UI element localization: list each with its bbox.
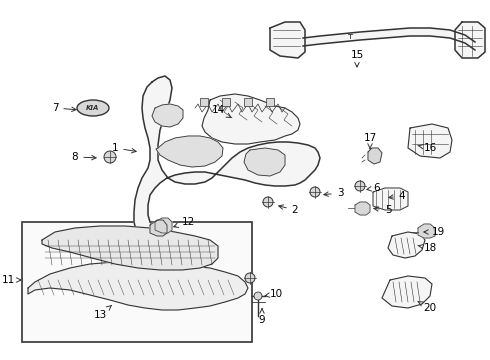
Bar [222, 98, 230, 106]
Polygon shape [382, 276, 432, 308]
Text: 18: 18 [418, 243, 437, 253]
Polygon shape [388, 232, 425, 258]
Polygon shape [408, 124, 452, 158]
Polygon shape [155, 218, 172, 233]
Circle shape [104, 151, 116, 163]
Text: 1: 1 [112, 143, 136, 153]
Text: 8: 8 [72, 152, 96, 162]
Polygon shape [373, 188, 408, 210]
Polygon shape [355, 202, 370, 215]
Text: 16: 16 [418, 143, 437, 153]
Polygon shape [134, 76, 320, 238]
Text: 17: 17 [364, 133, 377, 149]
Polygon shape [28, 262, 248, 310]
Polygon shape [303, 28, 475, 50]
Polygon shape [42, 226, 218, 270]
Polygon shape [455, 22, 485, 58]
Bar [244, 98, 252, 106]
Circle shape [245, 273, 255, 283]
Circle shape [355, 181, 365, 191]
Text: 5: 5 [374, 205, 392, 215]
Text: 12: 12 [173, 217, 195, 228]
Text: KIA: KIA [86, 105, 99, 111]
Ellipse shape [77, 100, 109, 116]
Polygon shape [150, 220, 167, 236]
Bar [266, 98, 274, 106]
Text: 3: 3 [324, 188, 343, 198]
Bar [22, 222, 252, 342]
Text: 20: 20 [418, 302, 437, 313]
Text: 10: 10 [265, 289, 283, 299]
Text: 19: 19 [424, 227, 444, 237]
Text: 4: 4 [389, 191, 405, 201]
Polygon shape [156, 136, 223, 167]
Text: 2: 2 [279, 205, 298, 215]
Bar [200, 98, 208, 106]
Text: 13: 13 [94, 305, 112, 320]
Text: 14: 14 [211, 105, 231, 117]
Text: 7: 7 [51, 103, 76, 113]
Circle shape [263, 197, 273, 207]
Text: 6: 6 [367, 183, 380, 193]
Polygon shape [418, 224, 435, 238]
Polygon shape [202, 94, 300, 144]
Text: 15: 15 [350, 50, 364, 67]
Text: 9: 9 [259, 309, 265, 325]
Polygon shape [270, 22, 305, 58]
Polygon shape [152, 104, 183, 127]
Circle shape [254, 292, 262, 300]
Text: 11: 11 [1, 275, 21, 285]
Circle shape [310, 187, 320, 197]
Polygon shape [244, 148, 285, 176]
Polygon shape [368, 148, 382, 164]
